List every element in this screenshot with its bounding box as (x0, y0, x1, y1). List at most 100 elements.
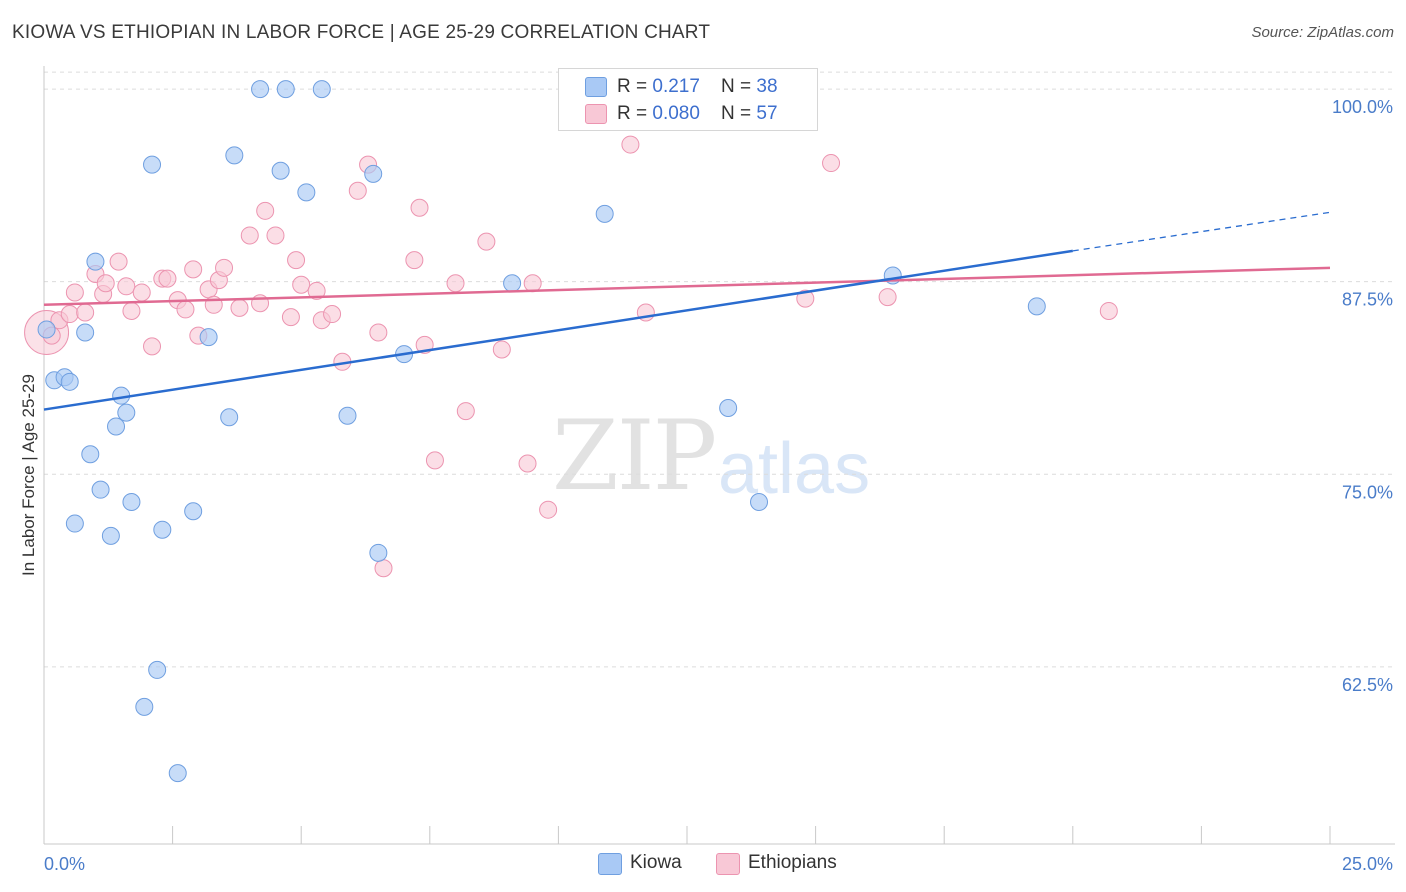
ethiopians-point (230, 298, 249, 317)
kiowa-point (135, 697, 154, 716)
kiowa-point (117, 403, 136, 422)
kiowa-point (81, 445, 100, 464)
y-tick-label: 62.5% (1342, 675, 1393, 695)
watermark-atlas: atlas (718, 429, 871, 509)
ethiopians-point (446, 274, 465, 293)
ethiopians-point (76, 303, 95, 322)
ethiopians-point (287, 251, 306, 270)
ethiopians-point (348, 181, 367, 200)
ethiopians-point (292, 275, 311, 294)
ethiopians-point (266, 226, 285, 245)
kiowa-point (364, 164, 383, 183)
ethiopians-point (878, 288, 897, 307)
ethiopians-point (240, 226, 259, 245)
ethiopians-point (176, 300, 195, 319)
ethiopians-point (369, 323, 388, 342)
ethiopians-point (523, 274, 542, 293)
kiowa-point (338, 406, 357, 425)
kiowa-point (76, 323, 95, 342)
ethiopians-point (477, 232, 496, 251)
kiowa-trend-extension (1072, 211, 1331, 252)
kiowa-point (86, 252, 105, 271)
kiowa-point (37, 320, 56, 339)
ethiopians-point (456, 402, 475, 421)
ethiopians-point (60, 305, 79, 324)
ethiopians-point (109, 252, 128, 271)
kiowa-point (276, 80, 295, 99)
legend-stats-ethiopians: R = 0.080 N = 57 (617, 103, 778, 124)
ethiopians-point (822, 154, 841, 173)
ethiopians-point (518, 454, 537, 473)
kiowa-point (153, 520, 172, 539)
ethiopians-point (122, 301, 141, 320)
ethiopians-point (281, 308, 300, 327)
ethiopians-point (492, 340, 511, 359)
kiowa-point (297, 183, 316, 202)
legend-stats-kiowa: R = 0.217 N = 38 (617, 76, 778, 97)
ethiopians-point (425, 451, 444, 470)
y-tick-label: 75.0% (1342, 482, 1393, 502)
gridlines (44, 71, 1395, 668)
x-tick-label-min: 0.0% (44, 854, 85, 874)
kiowa-point (220, 408, 239, 427)
bottom-label-ethiopians: Ethiopians (748, 852, 837, 873)
kiowa-point (168, 764, 187, 783)
legend-swatch-kiowa (585, 77, 607, 97)
axes (43, 66, 1395, 845)
trend-lines (43, 211, 1331, 411)
kiowa-point (101, 526, 120, 545)
watermark-zip: ZIP (552, 400, 717, 512)
y-tick-label: 100.0% (1332, 97, 1393, 117)
ethiopians-point (184, 260, 203, 279)
ethiopians-point (323, 305, 342, 324)
kiowa-point (271, 161, 290, 180)
kiowa-point (719, 399, 738, 418)
ethiopians-trend-line (43, 266, 1331, 307)
kiowa-point (750, 492, 769, 511)
kiowa-point (65, 514, 84, 533)
ethiopians-point (621, 135, 640, 154)
ethiopians-point (374, 559, 393, 578)
ethiopians-point (65, 283, 84, 302)
kiowa-trend-line (43, 249, 1073, 411)
ethiopians-point (796, 289, 815, 308)
ethiopians-point (539, 500, 558, 519)
axis-labels: 62.5% 75.0% 87.5% 100.0% 0.0% 25.0% In Labor F… (19, 97, 1393, 874)
kiowa-point (148, 660, 167, 679)
ethiopians-point (1099, 301, 1118, 320)
ethiopians-point (307, 281, 326, 300)
kiowa-point (312, 80, 331, 99)
bottom-swatch-kiowa (598, 853, 622, 875)
ethiopians-point (117, 277, 136, 296)
ethiopians-point (405, 251, 424, 270)
ethiopians-point (158, 269, 177, 288)
kiowa-point (143, 155, 162, 174)
kiowa-point (184, 502, 203, 521)
kiowa-point (1027, 297, 1046, 316)
ethiopians-point (215, 258, 234, 277)
ethiopians-point (96, 274, 115, 293)
ethiopians-point (132, 283, 151, 302)
chart-source: Source: ZipAtlas.com (1251, 24, 1394, 41)
bottom-label-kiowa: Kiowa (630, 852, 682, 873)
legend-swatch-ethiopians (585, 104, 607, 124)
ethiopians-point (143, 337, 162, 356)
y-tick-label: 87.5% (1342, 290, 1393, 310)
chart-title: KIOWA VS ETHIOPIAN IN LABOR FORCE | AGE … (12, 22, 711, 43)
correlation-legend: R = 0.217 N = 38 R = 0.080 N = 57 (558, 68, 818, 131)
kiowa-point (595, 204, 614, 223)
ethiopians-point (256, 201, 275, 220)
kiowa-point (107, 417, 126, 436)
kiowa-point (225, 146, 244, 165)
ethiopians-point (410, 198, 429, 217)
data-points (24, 80, 1118, 783)
kiowa-point (199, 328, 218, 347)
kiowa-point (60, 372, 79, 391)
kiowa-point (122, 492, 141, 511)
x-tick-label-max: 25.0% (1342, 854, 1393, 874)
kiowa-point (91, 480, 110, 499)
kiowa-point (369, 543, 388, 562)
kiowa-point (251, 80, 270, 99)
y-axis-label: In Labor Force | Age 25-29 (19, 374, 38, 576)
